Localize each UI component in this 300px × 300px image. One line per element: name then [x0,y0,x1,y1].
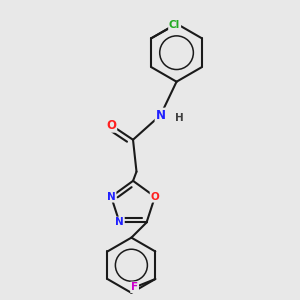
Text: Cl: Cl [169,20,180,30]
Text: N: N [107,192,116,202]
Text: N: N [156,109,166,122]
Text: F: F [131,282,138,292]
Text: H: H [175,113,184,123]
Text: O: O [106,119,116,132]
Text: O: O [151,192,159,202]
Text: N: N [115,218,124,227]
